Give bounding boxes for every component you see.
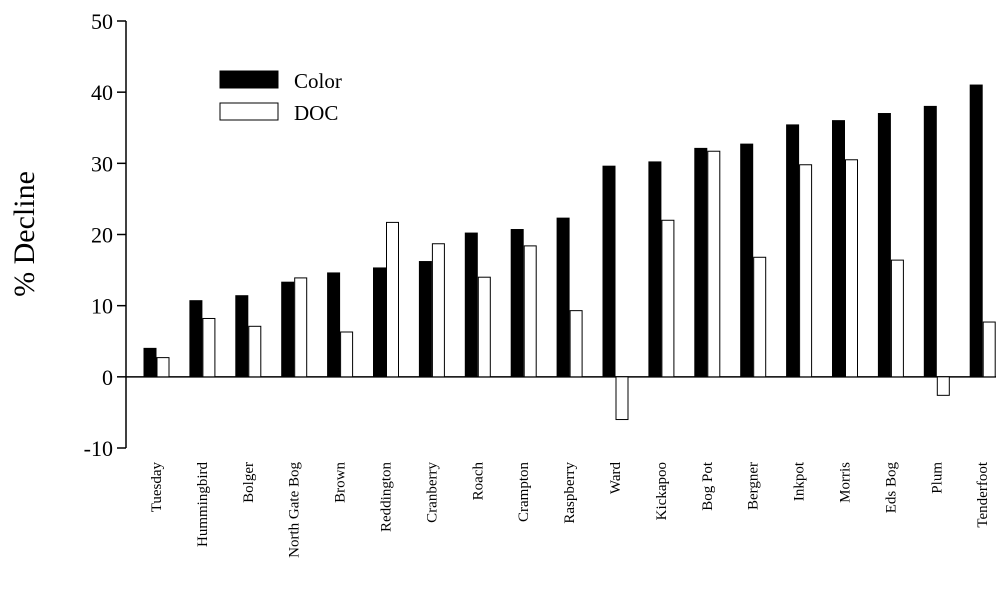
x-tick-label: Inkpot (792, 461, 808, 501)
x-tick-label: Plum (929, 462, 945, 494)
bar-color-hummingbird (189, 300, 203, 378)
bar-doc-eds-bog (890, 259, 904, 378)
x-tick-label: North Gate Bog (287, 462, 303, 558)
bar-color-crampton (510, 229, 524, 378)
x-tick-label: Kickapoo (654, 462, 670, 520)
bar-doc-tenderfoot (982, 321, 996, 378)
y-axis: -10 0 10 20 30 40 50 (84, 9, 127, 461)
bar-doc-bog-pot (707, 150, 721, 378)
bar-color-bog-pot (694, 147, 708, 378)
x-tick-label: Morris (838, 462, 854, 503)
bar-doc-plum (936, 376, 950, 396)
bar-color-reddington (373, 267, 386, 378)
bar-doc-brown (340, 331, 354, 378)
x-tick-label: Brown (333, 462, 349, 503)
bar-doc-crampton (523, 245, 537, 378)
x-tick-label: Bog Pot (700, 461, 716, 511)
x-tick-label: Bolger (241, 462, 257, 503)
x-tick-label: Ward (608, 462, 624, 495)
y-tick-label: 30 (91, 151, 113, 176)
bar-color-ward (602, 165, 616, 378)
bar-doc-raspberry (569, 310, 583, 378)
x-tick-label: Roach (470, 462, 486, 501)
bar-color-roach (464, 232, 478, 378)
x-axis: Tuesday Hummingbird Bolger North Gate Bog Br… (149, 461, 991, 558)
bar-doc-reddington (386, 221, 399, 378)
x-tick-label: Eds Bog (883, 462, 899, 514)
plot-area (126, 84, 996, 421)
bar-doc-tuesday (156, 357, 170, 378)
x-tick-label: Tuesday (149, 462, 165, 513)
bar-doc-north-gate-bog (294, 277, 308, 378)
bar-doc-inkpot (799, 164, 813, 378)
x-tick-label: Crampton (516, 462, 532, 522)
legend-label-doc: DOC (294, 101, 338, 125)
bar-doc-morris (845, 159, 858, 378)
bar-doc-cranberry (431, 243, 445, 378)
legend: Color DOC (219, 69, 342, 125)
x-tick-label: Raspberry (562, 462, 578, 524)
y-tick-label: 20 (91, 223, 113, 248)
bar-color-tuesday (143, 347, 157, 378)
legend-swatch-color (219, 70, 279, 89)
y-tick-label: -10 (84, 436, 113, 461)
bar-color-tenderfoot (969, 84, 983, 378)
bar-color-bolger (235, 295, 249, 378)
bar-color-raspberry (556, 217, 570, 378)
bar-color-cranberry (418, 261, 432, 378)
x-tick-label: Cranberry (424, 462, 440, 523)
bar-doc-roach (477, 276, 491, 378)
legend-label-color: Color (294, 69, 342, 93)
bar-doc-kickapoo (661, 219, 675, 378)
bar-color-kickapoo (648, 161, 662, 378)
y-tick-label: 0 (102, 365, 113, 390)
bar-color-morris (832, 120, 845, 378)
x-tick-label: Reddington (379, 462, 395, 532)
bar-doc-hummingbird (202, 317, 216, 378)
bar-color-plum (923, 105, 937, 378)
y-tick-label: 50 (91, 9, 113, 34)
bar-color-bergner (740, 143, 754, 378)
bar-color-eds-bog (877, 113, 891, 378)
x-tick-label: Hummingbird (195, 462, 211, 547)
x-tick-label: Bergner (746, 462, 762, 510)
bar-doc-bergner (753, 256, 767, 378)
y-tick-label: 40 (91, 80, 113, 105)
bar-color-inkpot (786, 124, 800, 378)
legend-swatch-doc (219, 102, 279, 121)
bar-doc-bolger (248, 325, 262, 378)
y-tick-label: 10 (91, 294, 113, 319)
y-axis-label: % Decline (8, 171, 41, 297)
x-tick-label: Tenderfoot (975, 461, 991, 527)
bar-color-brown (327, 272, 341, 378)
bar-doc-ward (615, 376, 629, 421)
bar-color-north-gate-bog (281, 281, 295, 378)
